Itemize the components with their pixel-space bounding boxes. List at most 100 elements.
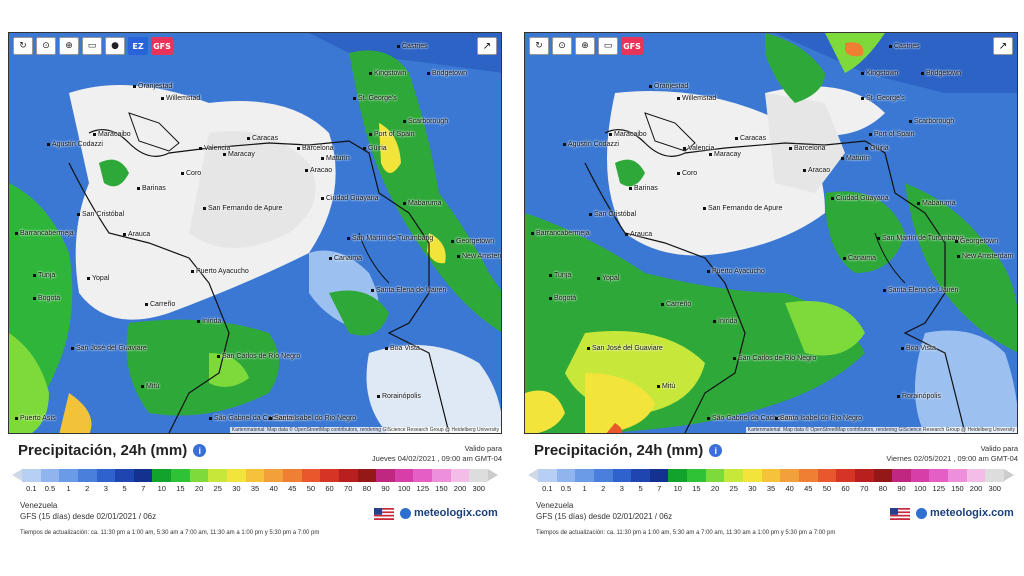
city-label: São Gabriel da Cachoeira (209, 415, 295, 422)
model-gfs-button[interactable]: GFS (621, 37, 643, 55)
reload-button[interactable]: ↻ (529, 37, 549, 55)
scale-tick-label: 7 (657, 484, 662, 493)
city-label: Santa Isabel do Rio Negro (269, 415, 356, 422)
scale-tick-label: 10 (673, 484, 682, 493)
model-ez-button[interactable]: EZ (128, 37, 148, 55)
city-label: Puerto Ayacucho (191, 268, 249, 275)
city-label: New Amsterdam (457, 253, 501, 260)
scale-swatch (854, 469, 874, 482)
share-icon[interactable]: ↗ (477, 37, 497, 55)
city-label: Carreño (145, 301, 175, 308)
city-label: Maturín (841, 155, 870, 162)
city-label: Port of Spain (369, 131, 414, 138)
zoom-button[interactable]: ⊕ (59, 37, 79, 55)
scale-swatch (668, 469, 688, 482)
precipitation-map[interactable]: ↻ ⊙ ⊕ ▭ ● EZ GFS ↗ Castries Kingstown Brid… (8, 32, 502, 434)
layer-button[interactable]: ▭ (598, 37, 618, 55)
brand-logo[interactable]: meteologix.com (400, 507, 498, 519)
location-button[interactable]: ⊙ (552, 37, 572, 55)
city-label: Kingstown (369, 70, 406, 77)
scale-swatch (115, 469, 134, 482)
scale-swatch (40, 469, 60, 482)
scale-swatch (282, 469, 302, 482)
scale-swatch (743, 469, 762, 482)
scale-bar (538, 469, 1005, 482)
city-label: Castries (889, 43, 920, 50)
scale-tick-label: 3 (619, 484, 624, 493)
city-label: Boa Vista (385, 345, 420, 352)
scale-tick-label: 30 (232, 484, 241, 493)
update-times: Tiempos de actualización: ca. 11:30 pm a… (536, 530, 836, 536)
city-label: Canaima (843, 255, 876, 262)
info-icon[interactable]: i (709, 444, 723, 457)
map-toolbar: ↻ ⊙ ⊕ ▭ GFS (529, 37, 643, 55)
scale-swatch (910, 469, 930, 482)
city-label: Puerto Ayacucho (707, 268, 765, 275)
city-label: Willemstad (161, 95, 200, 102)
city-label: Barrancabermeja (15, 230, 74, 237)
city-label: Castries (397, 43, 428, 50)
city-label: Inírida (713, 318, 737, 325)
scale-swatch (264, 469, 283, 482)
scale-tick-label: 50 (822, 484, 832, 493)
color-scale (528, 469, 1014, 482)
scale-tick-label: 15 (176, 484, 185, 493)
model-gfs-button[interactable]: GFS (151, 37, 173, 55)
info-icon[interactable]: i (193, 444, 207, 457)
scale-tick-label: 70 (860, 484, 869, 493)
map-attribution: Kartenmaterial: Map data © OpenStreetMap… (745, 427, 1017, 433)
scale-swatch (469, 469, 489, 482)
scale-swatch (761, 469, 781, 482)
scale-swatch (966, 469, 986, 482)
legend-title-row: Precipitación, 24h (mm) i (18, 442, 207, 459)
valid-label: Valido para (464, 444, 502, 453)
scale-tick-label: 0.5 (560, 484, 572, 493)
city-label: New Amsterdam (957, 253, 1013, 260)
scale-tick-label: 50 (306, 484, 316, 493)
scale-tick-label: 70 (344, 484, 353, 493)
scale-swatch (450, 469, 470, 482)
scale-tick-label: 100 (397, 484, 411, 493)
city-label: Valencia (199, 145, 230, 152)
location-button[interactable]: ⊙ (36, 37, 56, 55)
region-label: Venezuela (536, 501, 574, 510)
point-button[interactable]: ● (105, 37, 125, 55)
scale-tick-label: 0.1 (26, 484, 37, 493)
us-flag-icon (890, 508, 910, 520)
scale-tick-label: 1 (582, 484, 587, 493)
scale-swatch (649, 469, 669, 482)
color-scale (12, 469, 498, 482)
scale-ticks: 0.1 0.5 1 2 3 5 7 10 15 20 25 30 35 40 45 50 60 70 80 90 100… (538, 484, 1004, 493)
zoom-button[interactable]: ⊕ (575, 37, 595, 55)
scale-swatch (77, 469, 97, 482)
scale-swatch (376, 469, 395, 482)
brand-logo[interactable]: meteologix.com (916, 507, 1014, 519)
city-label: Willemstad (677, 95, 716, 102)
share-icon[interactable]: ↗ (993, 37, 1013, 55)
scale-tick-label: 125 (932, 484, 946, 493)
us-flag-icon (374, 508, 394, 520)
precipitation-map[interactable]: ↻ ⊙ ⊕ ▭ GFS ↗ Castries Kingstown Bridgetow… (524, 32, 1018, 434)
city-label: Mabaruma (403, 200, 441, 207)
scale-tick-label: 35 (766, 484, 776, 493)
legend-title-row: Precipitación, 24h (mm) i (534, 442, 723, 459)
scale-swatch (575, 469, 594, 482)
scale-tick-label: 5 (638, 484, 643, 493)
city-label: San Fernando de Apure (203, 205, 282, 212)
city-label: Oranjestad (133, 83, 172, 90)
scale-swatch (556, 469, 576, 482)
reload-button[interactable]: ↻ (13, 37, 33, 55)
scale-swatch (59, 469, 78, 482)
valid-for: Valido para Viernes 02/05/2021 , 09:00 a… (886, 444, 1018, 464)
valid-date: Viernes 02/05/2021 , 09:00 am GMT-04 (886, 454, 1018, 463)
scale-swatch (593, 469, 613, 482)
scale-swatch (413, 469, 433, 482)
scale-swatch (357, 469, 377, 482)
scale-swatch (227, 469, 246, 482)
model-run: GFS (15 días) desde 02/01/2021 / 06z (536, 512, 673, 521)
city-label: Agustín Codazzi (47, 141, 103, 148)
city-label: Maturín (321, 155, 350, 162)
scale-swatch (985, 469, 1005, 482)
scale-tick-label: 60 (325, 484, 334, 493)
layer-button[interactable]: ▭ (82, 37, 102, 55)
